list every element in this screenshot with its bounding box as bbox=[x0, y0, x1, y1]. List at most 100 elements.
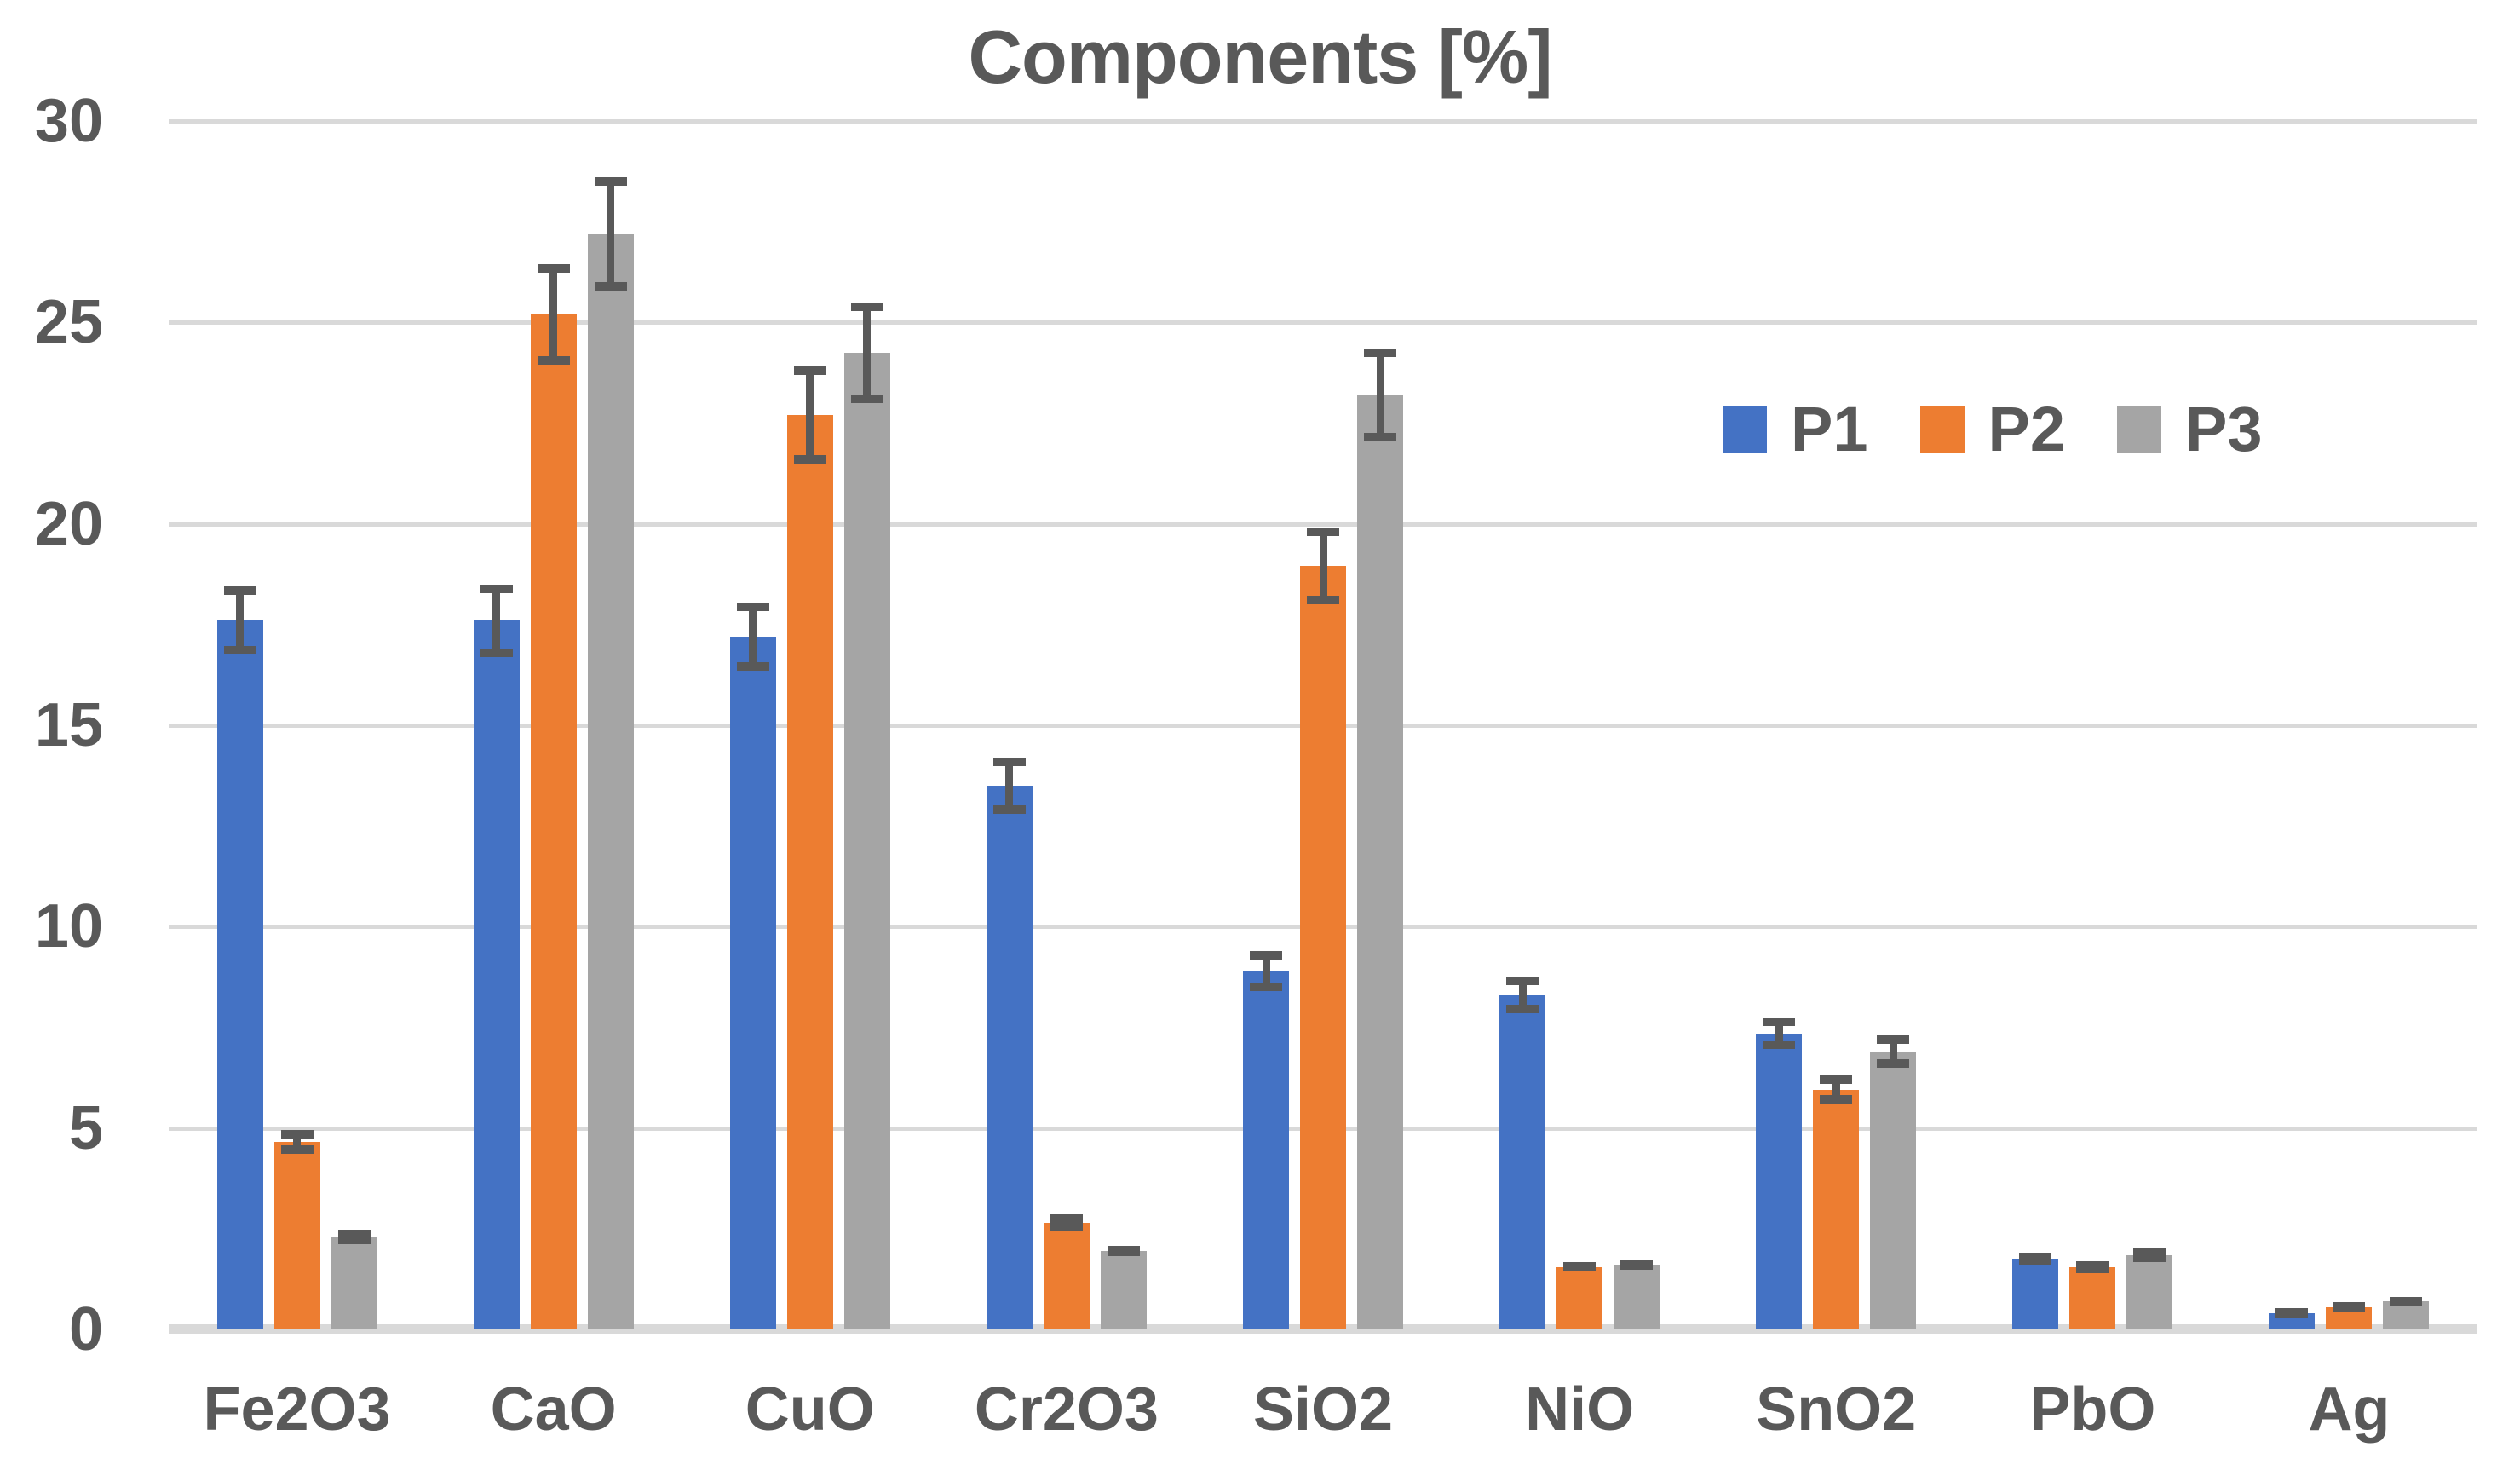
legend-swatch-p1 bbox=[1723, 406, 1767, 453]
bar-p2-nio bbox=[1556, 1266, 1603, 1329]
error-bar-cap bbox=[793, 366, 826, 376]
error-bar-p2-sno2 bbox=[1832, 1075, 1840, 1104]
error-bar-cap bbox=[736, 602, 769, 611]
legend-item-p1: P1 bbox=[1723, 394, 1868, 464]
bar-p3-ag bbox=[2383, 1300, 2430, 1329]
error-bar-cap bbox=[736, 662, 769, 672]
error-bar-p2-fe2o3 bbox=[293, 1130, 302, 1155]
error-bar-cap bbox=[1506, 1004, 1539, 1013]
error-bar-cap bbox=[1107, 1247, 1140, 1256]
chart-title: Components [%] bbox=[968, 14, 1552, 99]
error-bar-p1-cr2o3 bbox=[1005, 757, 1014, 814]
bar-p3-cao bbox=[587, 234, 634, 1329]
plot-area bbox=[169, 119, 2477, 1334]
bar-p1-sio2 bbox=[1243, 971, 1289, 1329]
bar-p1-cuo bbox=[729, 637, 776, 1329]
error-bar-p1-sio2 bbox=[1262, 950, 1270, 991]
x-category-label-nio: NiO bbox=[1525, 1375, 1635, 1444]
legend-label-p3: P3 bbox=[2185, 394, 2263, 464]
bar-p1-pbo bbox=[2012, 1259, 2059, 1329]
bar-p2-cuo bbox=[786, 415, 833, 1329]
legend: P1 P2 P3 bbox=[1723, 394, 2263, 464]
error-bar-p3-cuo bbox=[863, 302, 872, 403]
error-bar-cap bbox=[1050, 1214, 1083, 1224]
error-bar-p2-cao bbox=[549, 263, 558, 365]
x-category-label-sio2: SiO2 bbox=[1252, 1375, 1394, 1444]
error-bar-cap bbox=[2275, 1307, 2309, 1317]
legend-item-p3: P3 bbox=[2117, 394, 2263, 464]
error-bar-cap bbox=[2133, 1248, 2166, 1257]
error-bar-cap bbox=[2076, 1264, 2109, 1273]
legend-swatch-p3 bbox=[2117, 406, 2162, 453]
error-bar-cap bbox=[992, 804, 1026, 814]
error-bar-cap bbox=[1307, 528, 1339, 537]
bar-p3-nio bbox=[1614, 1265, 1660, 1329]
bar-p3-sio2 bbox=[1357, 395, 1403, 1329]
error-bar-p2-sio2 bbox=[1319, 528, 1327, 605]
error-bar-p1-nio bbox=[1518, 977, 1527, 1013]
gridline-20 bbox=[169, 522, 2477, 527]
x-category-label-fe2o3: Fe2O3 bbox=[203, 1375, 391, 1444]
bar-p2-cao bbox=[530, 314, 577, 1329]
bar-p1-cr2o3 bbox=[986, 785, 1033, 1329]
error-bar-cap bbox=[1307, 596, 1339, 605]
x-category-label-sno2: SnO2 bbox=[1756, 1375, 1917, 1444]
x-category-label-cuo: CuO bbox=[745, 1375, 875, 1444]
error-bar-cap bbox=[1820, 1075, 1853, 1085]
error-bar-p3-sio2 bbox=[1376, 349, 1384, 441]
error-bar-cap bbox=[2133, 1253, 2166, 1262]
error-bar-cap bbox=[1364, 432, 1396, 441]
y-tick-label-5: 5 bbox=[68, 1093, 103, 1162]
y-tick-label-30: 30 bbox=[34, 87, 103, 155]
error-bar-p3-sno2 bbox=[1889, 1035, 1897, 1068]
y-tick-label-0: 0 bbox=[68, 1295, 103, 1364]
error-bar-cap bbox=[1050, 1222, 1083, 1231]
error-bar-cap bbox=[1763, 1017, 1796, 1026]
error-bar-cap bbox=[2333, 1301, 2366, 1311]
x-category-label-pbo: PbO bbox=[2029, 1375, 2156, 1444]
legend-swatch-p2 bbox=[1919, 406, 1965, 453]
error-bar-cap bbox=[223, 646, 256, 655]
error-bar-cap bbox=[1563, 1263, 1597, 1272]
error-bar-cap bbox=[594, 281, 627, 291]
error-bar-cap bbox=[850, 302, 883, 311]
error-bar-cap bbox=[1250, 982, 1282, 991]
y-tick-label-25: 25 bbox=[34, 288, 103, 357]
legend-label-p2: P2 bbox=[1988, 394, 2066, 464]
error-bar-cap bbox=[1877, 1035, 1910, 1044]
bar-p3-pbo bbox=[2126, 1254, 2173, 1329]
error-bar-cap bbox=[537, 355, 570, 365]
bar-p3-cuo bbox=[843, 352, 890, 1329]
legend-label-p1: P1 bbox=[1791, 394, 1868, 464]
x-category-label-ag: Ag bbox=[2308, 1375, 2391, 1444]
error-bar-p1-fe2o3 bbox=[236, 585, 245, 655]
error-bar-cap bbox=[480, 648, 513, 657]
error-bar-p1-sno2 bbox=[1775, 1017, 1783, 1050]
bar-p1-fe2o3 bbox=[216, 620, 263, 1329]
y-axis: 0 5 10 15 20 25 30 bbox=[0, 0, 103, 1476]
x-category-label-cao: CaO bbox=[490, 1375, 617, 1444]
bar-p1-nio bbox=[1499, 995, 1546, 1329]
bar-p2-sio2 bbox=[1300, 566, 1346, 1329]
x-axis: Fe2O3 CaO CuO Cr2O3 SiO2 NiO SnO2 PbO Ag bbox=[169, 1374, 2477, 1459]
error-bar-cap bbox=[594, 177, 627, 187]
gridline-25 bbox=[169, 320, 2477, 326]
bar-p1-cao bbox=[473, 620, 520, 1329]
error-bar-cap bbox=[1877, 1058, 1910, 1068]
error-bar-cap bbox=[1620, 1261, 1654, 1271]
error-bar-cap bbox=[337, 1229, 371, 1238]
error-bar-cap bbox=[992, 757, 1026, 766]
bar-p2-pbo bbox=[2069, 1266, 2116, 1329]
bar-p1-sno2 bbox=[1756, 1033, 1803, 1329]
y-tick-label-20: 20 bbox=[34, 489, 103, 558]
error-bar-cap bbox=[280, 1145, 314, 1155]
bar-p2-cr2o3 bbox=[1043, 1222, 1090, 1329]
error-bar-p3-cao bbox=[607, 177, 615, 291]
bar-p2-fe2o3 bbox=[273, 1142, 320, 1329]
error-bar-cap bbox=[793, 454, 826, 464]
y-tick-label-15: 15 bbox=[34, 691, 103, 759]
error-bar-cap bbox=[1763, 1041, 1796, 1050]
error-bar-p1-cuo bbox=[749, 602, 757, 672]
error-bar-p1-cao bbox=[492, 584, 501, 657]
